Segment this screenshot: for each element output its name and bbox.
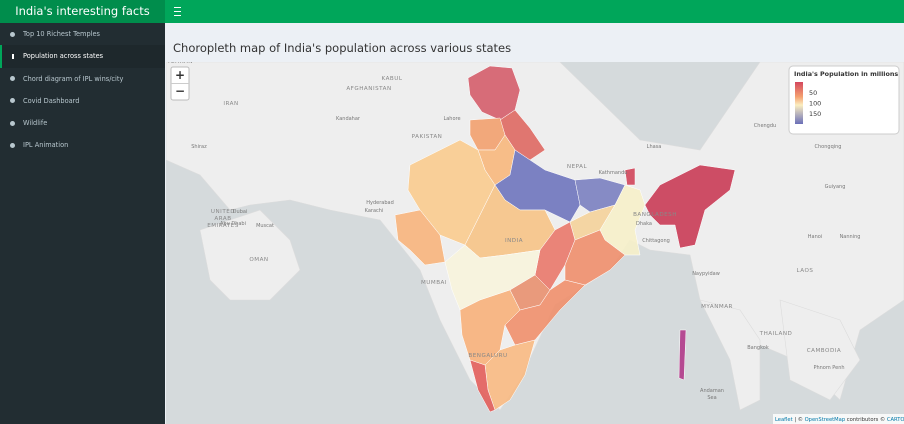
attribution-box (773, 414, 904, 424)
map[interactable]: TEHRAN IRAN KABUL AFGHANISTAN Kandahar PAKIST… (166, 62, 904, 424)
sidebar: Top 10 Richest Temples Population across … (0, 23, 165, 424)
top-bar (165, 0, 904, 23)
place-label: KABUL (382, 76, 403, 82)
menu-icon (10, 31, 15, 37)
place-label: Shiraz (191, 144, 207, 150)
place-label: MUMBAI (421, 280, 447, 286)
place-label: OMAN (249, 257, 268, 263)
place-label: NEPAL (567, 164, 588, 170)
attribution: Leaflet | © OpenStreetMap contributors ©… (775, 416, 904, 423)
state-region (644, 164, 736, 249)
place-label: MYANMAR (701, 304, 733, 310)
place-label: Lahore (443, 116, 460, 122)
place-label: Hyderabad (366, 200, 394, 206)
place-label: Muscat (256, 223, 274, 229)
menu-label: Wildlife (23, 119, 48, 128)
place-label: THAILAND (759, 331, 793, 337)
menu-item[interactable]: Chord diagram of IPL wins/city (0, 68, 165, 90)
menu-item[interactable]: Wildlife (0, 112, 165, 134)
land (199, 209, 301, 301)
map-title: Choropleth map of India's population acr… (173, 41, 512, 55)
place-label: CAMBODIA (807, 348, 841, 354)
menu-label: Covid Dashboard (23, 96, 80, 105)
place-label: Dhaka (636, 221, 652, 227)
place-label: Chongqing (815, 144, 842, 150)
zoom-out[interactable]: − (175, 84, 185, 98)
legend-box (788, 65, 900, 135)
attribution-part[interactable]: CARTO (887, 417, 904, 423)
legend-tick-label: 50 (809, 89, 817, 97)
place-label: ARAB (214, 216, 231, 222)
menu-icon (12, 53, 14, 59)
legend-tick-label: 150 (809, 110, 821, 118)
menu-item[interactable]: IPL Animation (0, 134, 165, 156)
place-label: Hanoi (808, 234, 822, 240)
legend-tick-label: 100 (809, 100, 821, 108)
place-label: AFGHANISTAN (346, 86, 391, 92)
place-label: Bangkok (747, 345, 769, 351)
state-region (459, 289, 521, 366)
menu-item[interactable]: Covid Dashboard (0, 90, 165, 112)
land (779, 299, 861, 401)
place-label: PAKISTAN (412, 134, 443, 140)
place-label: Dubai (233, 209, 248, 215)
menu-label: Top 10 Richest Temples (23, 30, 100, 38)
place-label: EMIRATES (207, 223, 239, 229)
place-label: Lhasa (647, 144, 662, 150)
state-region (678, 329, 687, 381)
legend-gradient (795, 82, 803, 124)
attribution-part[interactable]: Leaflet (775, 417, 793, 423)
menu-label: IPL Animation (23, 141, 69, 150)
place-label: Guiyang (825, 184, 846, 190)
attribution-part: contributors © (845, 416, 887, 423)
menu-icon (10, 98, 15, 104)
menu-label: Chord diagram of IPL wins/city (23, 74, 124, 83)
menu-icon (10, 142, 15, 148)
place-label: Naypyidaw (692, 271, 720, 277)
place-label: Phnom Penh (813, 365, 844, 371)
place-label: Chengdu (754, 123, 776, 129)
place-label: TEHRAN (166, 62, 193, 65)
menu-icon (10, 76, 15, 82)
legend-title: India's Population in millions (794, 70, 898, 78)
land (699, 299, 761, 411)
place-label: BENGALURU (468, 353, 507, 359)
place-label: INDIA (505, 238, 523, 244)
place-label: Kathmandu (599, 170, 628, 176)
zoom-in[interactable]: + (175, 68, 185, 82)
state-region (394, 209, 446, 266)
place-label: Sea (707, 395, 716, 401)
place-label: Abu Dhabi (220, 221, 246, 227)
place-label: UNITED (211, 209, 235, 215)
place-label: Karachi (365, 208, 384, 214)
place-label: Andaman (700, 388, 724, 394)
state-region (504, 279, 586, 346)
menu-item[interactable]: Population across states (0, 45, 165, 68)
sidebar-toggle[interactable] (174, 7, 181, 16)
menu-item[interactable]: Top 10 Richest Temples (0, 23, 165, 45)
attribution-part[interactable]: OpenStreetMap (805, 417, 846, 423)
state-region (469, 359, 496, 413)
place-label: Nanning (840, 234, 861, 240)
menu-icon (10, 120, 15, 126)
attribution-part: | © (793, 416, 805, 423)
place-label: IRAN (223, 101, 238, 107)
menu-label: Population across states (23, 52, 104, 61)
app-title[interactable]: India's interesting facts (0, 0, 165, 23)
place-label: Chittagong (642, 238, 670, 244)
place-label: LAOS (797, 268, 814, 274)
state-region (624, 167, 636, 186)
place-label: BANGLADESH (633, 212, 677, 218)
state-region (564, 229, 626, 286)
place-label: Kandahar (336, 116, 361, 122)
